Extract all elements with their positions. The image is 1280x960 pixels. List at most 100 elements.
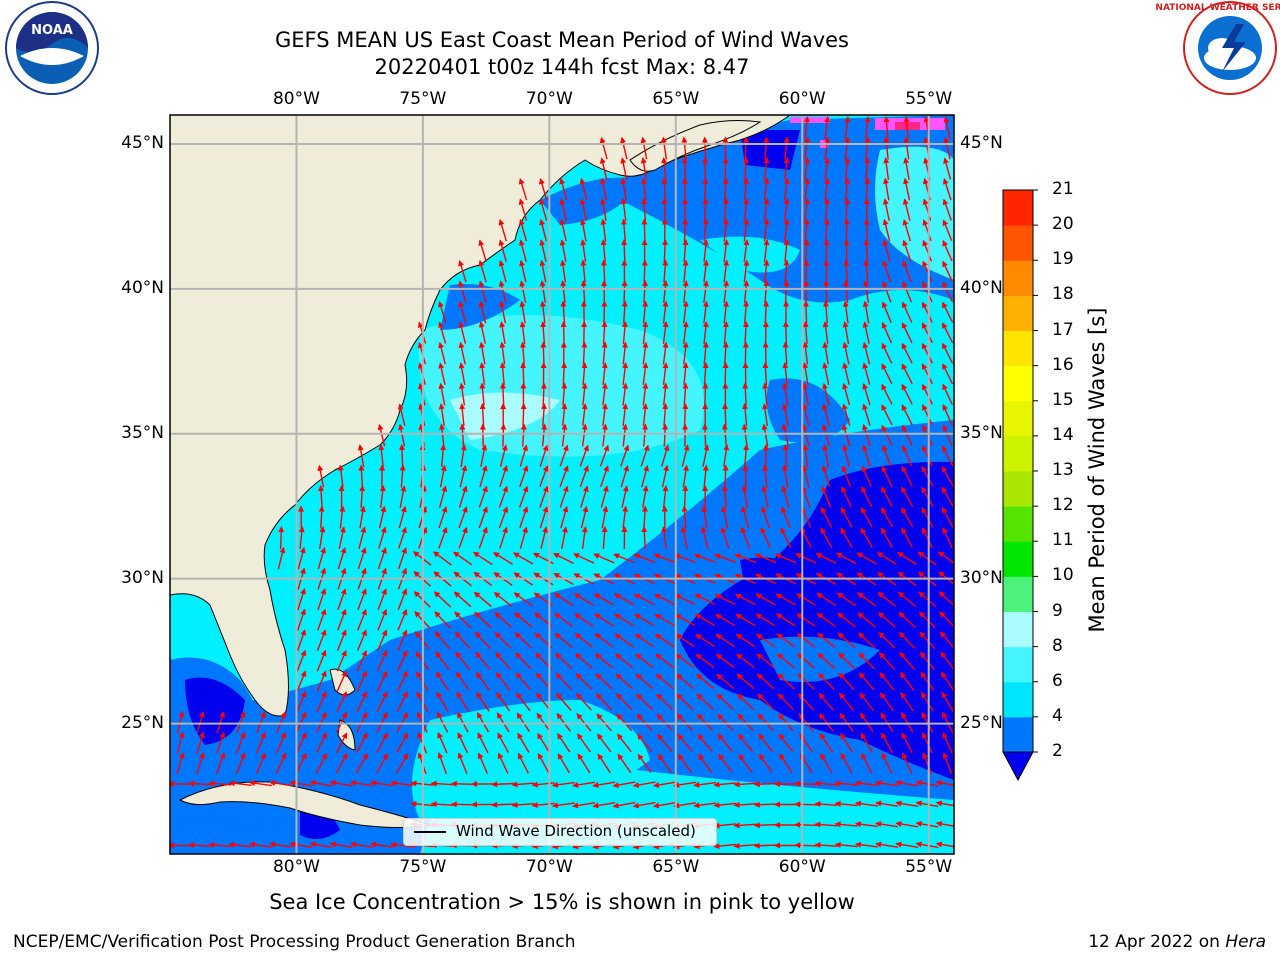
wave-direction-arrow-243: [519, 341, 526, 365]
wave-direction-arrow-836: [860, 712, 874, 733]
wave-direction-arrow-1006: [834, 821, 858, 828]
wave-direction-arrow-316: [901, 383, 913, 405]
wave-direction-arrow-628: [775, 593, 796, 606]
wave-direction-arrow-205: [842, 300, 849, 324]
wave-direction-arrow-345: [922, 404, 933, 426]
wave-direction-arrow-249: [642, 341, 649, 365]
wave-direction-arrow-467: [901, 486, 914, 507]
wave-direction-arrow-196: [662, 300, 669, 324]
lon-label-bottom-5: 55°W: [905, 857, 953, 877]
wave-direction-arrow-750: [575, 673, 593, 690]
wave-direction-arrow-611: [433, 591, 452, 608]
wave-direction-arrow-382: [480, 444, 488, 467]
wave-direction-arrow-845: [255, 731, 266, 754]
wave-direction-arrow-727: [776, 653, 795, 669]
wave-direction-arrow-391: [661, 444, 670, 467]
wave-direction-arrow-974: [733, 801, 757, 808]
wave-direction-arrow-184: [942, 281, 954, 303]
wave-direction-arrow-422: [641, 464, 650, 488]
wave-direction-arrow-847: [295, 732, 307, 754]
wave-direction-arrow-717: [574, 653, 593, 669]
wave-direction-arrow-32: [722, 157, 729, 181]
wave-direction-arrow-623: [674, 593, 696, 606]
wave-direction-arrow-350: [438, 423, 445, 447]
wave-direction-arrow-650: [554, 612, 574, 628]
wave-direction-arrow-740: [376, 670, 388, 692]
colorbar-tick-label-4: 9: [1052, 600, 1063, 621]
wave-direction-arrow-263: [921, 342, 934, 364]
wave-direction-arrow-542: [377, 547, 387, 570]
wave-direction-arrow-12: [681, 136, 688, 160]
wave-direction-arrow-972: [693, 802, 717, 809]
wave-direction-arrow-275: [622, 362, 629, 386]
wave-direction-arrow-63: [903, 177, 911, 201]
wave-direction-arrow-867: [697, 733, 713, 752]
wave-direction-arrow-621: [633, 593, 655, 606]
wave-direction-arrow-344: [901, 404, 913, 426]
wave-direction-arrow-731: [858, 652, 875, 670]
wave-direction-arrow-526: [740, 526, 751, 549]
wave-direction-arrow-984: [935, 800, 954, 807]
wave-direction-arrow-136: [478, 259, 487, 283]
wave-direction-arrow-78: [763, 198, 770, 222]
wave-direction-arrow-412: [439, 464, 447, 488]
wave-direction-arrow-308: [742, 382, 749, 406]
wave-direction-arrow-907: [718, 753, 733, 773]
wave-direction-arrow-65: [942, 178, 952, 201]
wave-direction-arrow-260: [862, 341, 871, 365]
wave-direction-arrow-1002: [753, 822, 777, 829]
wave-direction-arrow-870: [758, 733, 774, 753]
wave-direction-arrow-257: [802, 341, 809, 365]
wave-direction-arrow-692: [735, 633, 756, 648]
wave-direction-arrow-773: [376, 691, 388, 713]
wave-direction-arrow-473: [359, 505, 366, 529]
wave-direction-arrow-51: [661, 177, 668, 201]
wave-direction-arrow-363: [701, 423, 708, 447]
wave-direction-arrow-751: [595, 673, 613, 690]
wave-direction-arrow-1049: [915, 841, 939, 849]
wave-direction-arrow-398: [802, 444, 809, 468]
wave-direction-arrow-158: [922, 260, 933, 282]
wave-direction-arrow-627: [755, 593, 776, 606]
wave-direction-arrow-427: [742, 464, 749, 488]
wave-direction-arrow-614: [493, 592, 513, 607]
wave-direction-arrow-154: [843, 259, 850, 283]
wave-direction-arrow-20: [844, 136, 851, 160]
wave-direction-arrow-152: [803, 259, 810, 283]
wave-direction-arrow-721: [655, 653, 674, 669]
wave-direction-arrow-332: [662, 403, 669, 427]
wave-direction-arrow-395: [743, 444, 750, 468]
wave-direction-arrow-808: [296, 711, 307, 733]
wave-direction-arrow-189: [519, 300, 526, 324]
wave-direction-arrow-359: [622, 423, 629, 447]
wave-direction-arrow-661: [775, 613, 796, 627]
wave-direction-arrow-217: [540, 321, 547, 345]
wave-direction-arrow-425: [702, 464, 709, 488]
map-frame: [169, 114, 955, 855]
wave-direction-arrow-813: [396, 711, 408, 733]
wave-direction-arrow-831: [757, 713, 774, 732]
wave-direction-arrow-618: [573, 593, 594, 606]
wave-direction-arrow-967: [592, 801, 616, 809]
wave-direction-arrow-822: [576, 713, 592, 732]
wave-direction-arrow-826: [656, 713, 673, 732]
colorbar-tick-label-15: 20: [1052, 214, 1074, 235]
wave-direction-arrow-466: [881, 486, 893, 507]
wave-direction-arrow-212: [438, 321, 447, 344]
wave-direction-arrow-548: [492, 552, 513, 565]
wave-direction-arrow-489: [681, 505, 688, 529]
wave-direction-arrow-288: [881, 363, 893, 385]
wave-direction-arrow-151: [783, 259, 790, 283]
wave-direction-arrow-491: [721, 505, 729, 529]
wave-direction-arrow-1000: [713, 822, 737, 829]
wave-direction-arrow-183: [922, 281, 933, 303]
wave-direction-arrow-629: [795, 593, 816, 606]
wave-direction-arrow-445: [458, 485, 468, 508]
wave-direction-arrow-707: [376, 650, 388, 672]
wave-direction-arrow-187: [478, 300, 487, 324]
wave-direction-arrow-380: [440, 444, 447, 468]
wave-direction-arrow-871: [778, 733, 794, 753]
wave-direction-arrow-452: [600, 485, 609, 508]
wave-direction-arrow-131: [882, 239, 891, 262]
wave-direction-arrow-376: [357, 444, 365, 467]
